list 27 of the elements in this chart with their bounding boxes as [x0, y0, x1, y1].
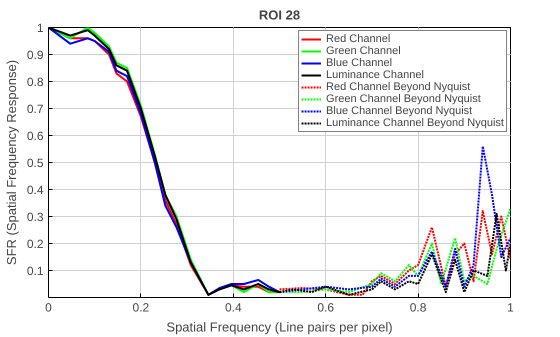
x-tick-label: 0 [45, 300, 52, 314]
chart-title: ROI 28 [258, 8, 300, 22]
legend-label: Luminance Channel Beyond Nyquist [326, 117, 504, 129]
y-tick-label: 0.7 [26, 102, 44, 116]
x-tick-label: 1 [507, 300, 514, 314]
x-tick-label: 0.4 [224, 300, 242, 314]
y-axis-title: SFR (Spatial Frequency Response) [4, 60, 19, 266]
y-tick-label: 0.4 [26, 183, 44, 197]
x-tick-label: 0.6 [317, 300, 334, 314]
legend-label: Luminance Channel [326, 69, 424, 81]
y-tick-label: 0.9 [26, 48, 44, 62]
legend-label: Red Channel Beyond Nyquist [326, 81, 470, 93]
x-tick-label: 0.8 [410, 300, 427, 314]
legend-label: Blue Channel Beyond Nyquist [326, 105, 472, 117]
x-axis-title: Spatial Frequency (Line pairs per pixel) [166, 320, 393, 334]
x-tick-label: 0.2 [132, 300, 150, 314]
legend-label: Red Channel [326, 33, 390, 45]
y-tick-label: 0.6 [26, 129, 44, 143]
y-tick-label: 0.3 [26, 210, 44, 224]
legend-label: Blue Channel [326, 57, 392, 69]
y-tick-label: 0.8 [26, 75, 44, 89]
y-tick-label: 0.2 [26, 237, 44, 251]
y-tick-label: 0.1 [26, 264, 44, 278]
y-tick-label: 1 [36, 21, 44, 35]
y-tick-label: 0.5 [26, 156, 44, 170]
legend-label: Green Channel [326, 45, 401, 57]
legend-label: Green Channel Beyond Nyquist [326, 93, 481, 105]
